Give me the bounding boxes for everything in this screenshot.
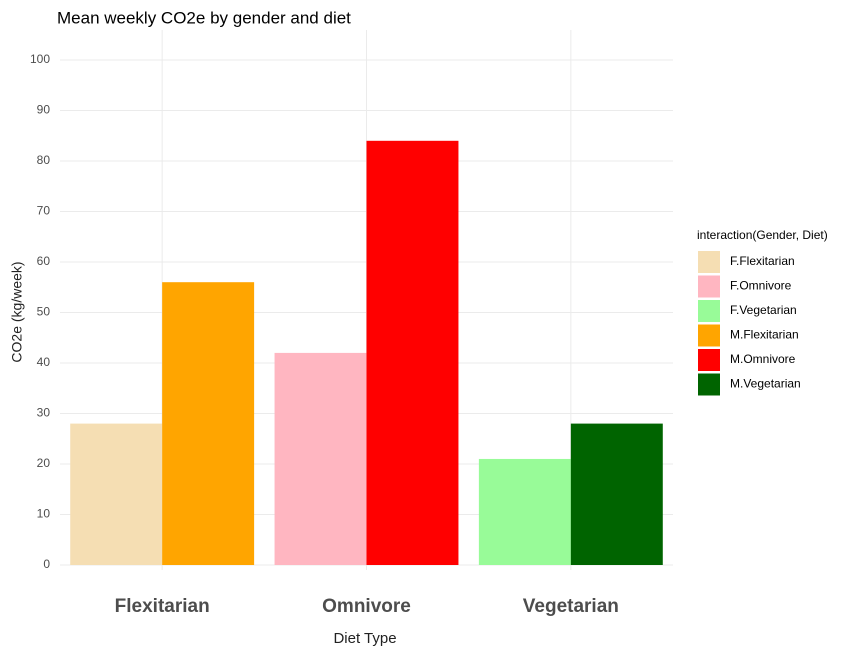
y-axis-label: CO2e (kg/week) [9,261,25,362]
y-tick-label: 80 [37,153,51,167]
y-tick-label: 50 [37,305,51,319]
y-tick-label: 90 [37,103,51,117]
legend-label: M.Vegetarian [730,377,801,391]
y-tick-label: 0 [43,557,50,571]
bar [570,423,663,565]
bar [366,140,459,566]
bar [70,423,163,565]
y-tick-label: 30 [37,406,51,420]
legend-key [698,324,720,347]
y-tick-label: 20 [37,456,51,470]
legend-label: F.Flexitarian [730,254,795,268]
bar [274,352,367,565]
chart-title: Mean weekly CO2e by gender and diet [57,8,351,27]
x-tick-label: Flexitarian [115,596,210,617]
legend-key [698,251,720,273]
legend-key [698,300,720,322]
y-tick-label: 100 [30,52,50,66]
legend-title: interaction(Gender, Diet) [697,228,828,242]
y-tick-label: 40 [37,355,51,369]
x-axis-label: Diet Type [333,630,396,647]
y-tick-label: 60 [37,254,51,268]
bar [478,458,571,565]
bar [162,282,255,565]
legend-label: M.Flexitarian [730,328,799,342]
y-tick-label: 10 [37,507,51,521]
legend-key [698,275,720,298]
legend-key [698,349,720,371]
legend-label: F.Omnivore [730,279,792,293]
y-tick-label: 70 [37,204,51,218]
legend-label: F.Vegetarian [730,303,797,317]
x-tick-label: Vegetarian [523,596,619,617]
legend-key [698,373,720,396]
x-tick-label: Omnivore [322,596,411,617]
legend-label: M.Omnivore [730,352,796,366]
